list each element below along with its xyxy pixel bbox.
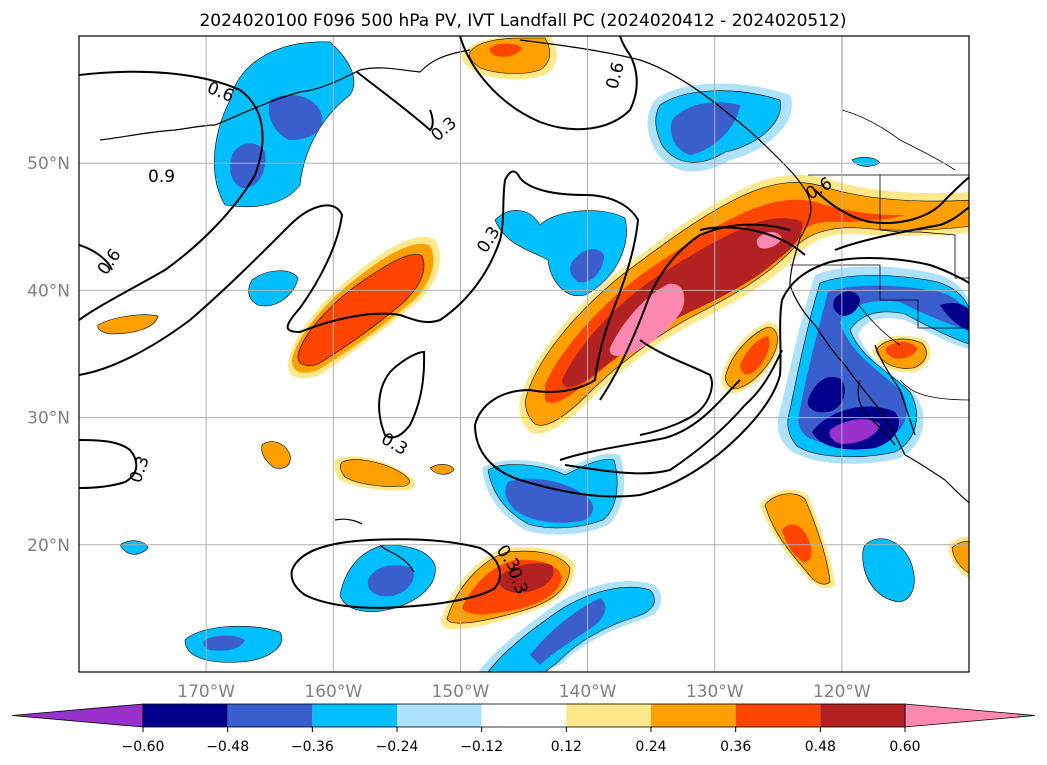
positive-region bbox=[756, 232, 782, 249]
contour-line bbox=[290, 538, 501, 609]
colorbar-segment bbox=[312, 704, 397, 727]
colorbar-extend-min bbox=[11, 703, 144, 728]
positive-region bbox=[740, 336, 770, 375]
colorbar-segment bbox=[651, 704, 736, 727]
negative-region bbox=[570, 249, 604, 283]
colorbar-segment bbox=[143, 704, 228, 727]
positive-region bbox=[498, 563, 554, 593]
shaded-fields bbox=[97, 36, 969, 672]
positive-region bbox=[951, 540, 969, 574]
contour-line bbox=[599, 223, 791, 401]
positive-region bbox=[97, 314, 159, 335]
political-borders bbox=[790, 36, 969, 401]
negative-region bbox=[367, 565, 414, 597]
positive-region bbox=[609, 283, 685, 356]
contour-line bbox=[699, 226, 806, 256]
colorbar-tick-label: −0.12 bbox=[460, 739, 503, 755]
colorbar-segment bbox=[397, 704, 482, 727]
colorbar-extend-max bbox=[904, 703, 1036, 728]
colorbar: −0.60 −0.48 −0.36 −0.24 −0.12 0.12 0.24 0.36 0.4… bbox=[11, 703, 1036, 755]
colorbar-tick-label: −0.36 bbox=[291, 739, 334, 755]
lon-tick-label: 160°W bbox=[304, 682, 362, 702]
gridlines bbox=[79, 36, 969, 672]
positive-region bbox=[782, 524, 812, 562]
contour-line bbox=[559, 379, 741, 461]
colorbar-segment bbox=[481, 704, 567, 727]
positive-region bbox=[429, 464, 455, 475]
negative-region bbox=[530, 598, 606, 665]
colorbar-tick-label: 0.48 bbox=[805, 739, 836, 755]
negative-region bbox=[833, 291, 860, 316]
map-title: 2024020100 F096 500 hPa PV, IVT Landfall… bbox=[199, 11, 846, 31]
negative-region bbox=[862, 538, 915, 603]
contour-label: 0.9 bbox=[148, 167, 175, 187]
lon-tick-label: 120°W bbox=[813, 682, 871, 702]
map-panel: 0.6 0.9 0.3 0.6 0.3 0.3 0.3 0.6 0.3 0.3 … bbox=[27, 35, 970, 702]
lon-tick-label: 140°W bbox=[559, 682, 617, 702]
contour-line bbox=[814, 176, 969, 224]
lat-tick-label: 50°N bbox=[27, 154, 70, 174]
contour-line bbox=[79, 244, 113, 271]
colorbar-tick-label: 0.36 bbox=[720, 739, 751, 755]
contour-line bbox=[79, 170, 969, 498]
negative-region bbox=[670, 102, 740, 155]
positive-region bbox=[261, 441, 291, 469]
colorbar-segment bbox=[227, 704, 313, 727]
lon-tick-labels: 170°W 160°W 150°W 140°W 130°W 120°W bbox=[177, 682, 871, 702]
colorbar-segment bbox=[735, 704, 821, 727]
lon-tick-label: 130°W bbox=[686, 682, 744, 702]
negative-region bbox=[119, 540, 149, 555]
coastlines bbox=[99, 39, 969, 573]
negative-region bbox=[230, 143, 266, 189]
colorbar-tick-label: 0.60 bbox=[889, 739, 920, 755]
colorbar-tick-label: −0.24 bbox=[376, 739, 419, 755]
lon-tick-label: 150°W bbox=[432, 682, 490, 702]
negative-region bbox=[248, 270, 299, 307]
contour-line bbox=[459, 36, 638, 131]
pv-contours bbox=[79, 36, 969, 609]
negative-region bbox=[798, 285, 969, 445]
contour-line bbox=[79, 70, 264, 321]
contour-line bbox=[834, 206, 969, 251]
contour-line bbox=[378, 350, 426, 439]
negative-region bbox=[940, 303, 969, 331]
lat-tick-label: 30°N bbox=[27, 409, 70, 429]
colorbar-segment bbox=[820, 704, 905, 727]
negative-region bbox=[268, 95, 323, 140]
positive-region bbox=[885, 342, 918, 359]
positive-region bbox=[340, 459, 410, 487]
lat-tick-label: 40°N bbox=[27, 281, 70, 301]
map-frame bbox=[78, 35, 970, 673]
negative-region bbox=[505, 478, 594, 523]
contour-line bbox=[564, 349, 783, 475]
colorbar-tick-label: 0.24 bbox=[635, 739, 666, 755]
positive-region bbox=[297, 254, 425, 366]
lat-tick-label: 20°N bbox=[27, 536, 70, 556]
lon-tick-label: 170°W bbox=[177, 682, 235, 702]
positive-region bbox=[489, 43, 522, 57]
contour-line bbox=[79, 439, 138, 489]
contour-line bbox=[639, 339, 713, 436]
colorbar-frame bbox=[142, 703, 906, 728]
contour-line bbox=[356, 71, 434, 132]
negative-region bbox=[203, 635, 245, 651]
colorbar-tick-label: 0.12 bbox=[551, 739, 582, 755]
colorbar-tick-label: −0.48 bbox=[206, 739, 249, 755]
colorbar-segment bbox=[566, 704, 651, 727]
negative-region bbox=[807, 376, 845, 413]
lat-tick-labels: 50°N 40°N 30°N 20°N bbox=[27, 154, 70, 556]
colorbar-tick-label: −0.60 bbox=[122, 739, 165, 755]
